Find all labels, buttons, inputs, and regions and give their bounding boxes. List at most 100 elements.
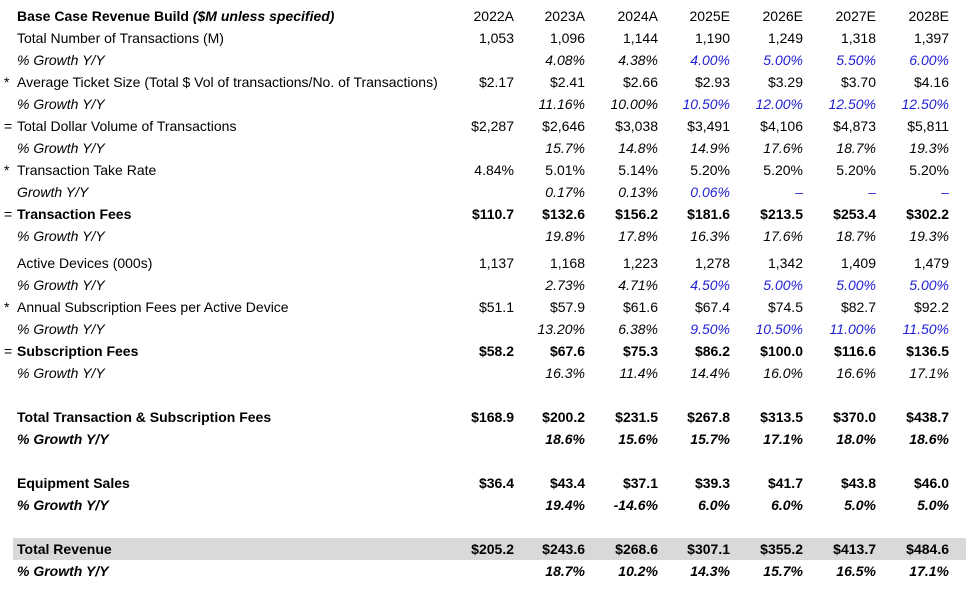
cell-2023A: $200.2 [542, 409, 585, 425]
cell-2022A: 1,137 [478, 255, 514, 271]
row-equipment-sales-growth: % Growth Y/Y 19.4% -14.6% 6.0% 6.0% 5.0% 5.0% [0, 494, 979, 516]
cell-2026E: $313.5 [760, 409, 803, 425]
cell-2027E: $253.4 [833, 206, 876, 222]
cell-2023A: 11.16% [538, 96, 585, 112]
cell-2024A: $268.6 [615, 541, 658, 557]
row-operator: = [4, 118, 13, 134]
cell-2028E: $484.6 [906, 541, 949, 557]
cell-2024A: $37.1 [622, 475, 658, 491]
cell-2023A: 18.7% [545, 563, 585, 579]
cell-2027E: 5.20% [836, 162, 876, 178]
row-sub-fee-per-device-growth: % Growth Y/Y 13.20% 6.38% 9.50% 10.50% 11.00%… [0, 318, 979, 340]
cell-2023A: 13.20% [537, 321, 585, 337]
cell-2026E: 5.00% [763, 52, 803, 68]
cell-2022A: $58.2 [478, 343, 514, 359]
cell-2024A: 4.71% [618, 277, 658, 293]
cell-2025E: $86.2 [694, 343, 730, 359]
row-total-txn-sub-fees-growth: % Growth Y/Y 18.6% 15.6% 15.7% 17.1% 18.0% 18.… [0, 428, 979, 450]
row-label: % Growth Y/Y [17, 431, 109, 447]
cell-2024A: $2.66 [622, 74, 658, 90]
cell-2028E: 17.1% [909, 563, 949, 579]
cell-2028E: $46.0 [913, 475, 949, 491]
cell-2023A: $2,646 [542, 118, 585, 134]
cell-2022A: $51.1 [478, 299, 514, 315]
cell-2026E: $74.5 [767, 299, 803, 315]
cell-2028E: $92.2 [913, 299, 949, 315]
cell-2025E: 4.50% [690, 277, 730, 293]
row-label: Transaction Take Rate [17, 162, 157, 178]
cell-2022A: $110.7 [471, 206, 514, 222]
cell-2024A: 10.00% [610, 96, 658, 112]
cell-2026E: – [795, 184, 803, 200]
row-label: Total Dollar Volume of Transactions [17, 118, 237, 134]
cell-2026E: 1,249 [767, 30, 803, 46]
cell-2026E: $3.29 [767, 74, 803, 90]
cell-2026E: 6.0% [771, 497, 803, 513]
row-take-rate: * Transaction Take Rate 4.84% 5.01% 5.14% 5.2… [0, 159, 979, 181]
cell-2023A: $43.4 [549, 475, 585, 491]
cell-2027E: 12.50% [828, 96, 876, 112]
row-subscription-fees: = Subscription Fees $58.2 $67.6 $75.3 $86.2 $1… [0, 340, 979, 362]
cell-2025E: 16.3% [690, 228, 730, 244]
cell-2025E: 14.3% [690, 563, 730, 579]
cell-2022A: $205.2 [471, 541, 514, 557]
cell-2024A: 1,144 [622, 30, 658, 46]
cell-2026E: 5.20% [763, 162, 803, 178]
year-header-2022A: 2022A [473, 8, 514, 24]
header-row: Base Case Revenue Build ($M unless speci… [0, 5, 979, 27]
cell-2026E: 12.00% [755, 96, 803, 112]
cell-2023A: $67.6 [549, 343, 585, 359]
row-transaction-fees: = Transaction Fees $110.7 $132.6 $156.2 $181.… [0, 203, 979, 225]
row-operator: * [4, 299, 10, 315]
row-label: % Growth Y/Y [17, 277, 105, 293]
cell-2024A: 14.8% [618, 140, 658, 156]
cell-2025E: $2.93 [694, 74, 730, 90]
row-label: Total Revenue [17, 541, 112, 557]
cell-2025E: 14.4% [690, 365, 730, 381]
cell-2028E: $438.7 [906, 409, 949, 425]
cell-2027E: $43.8 [840, 475, 876, 491]
row-label: Annual Subscription Fees per Active Devi… [17, 299, 289, 315]
cell-2027E: 1,318 [840, 30, 876, 46]
cell-2024A: 11.4% [619, 365, 658, 381]
cell-2024A: $75.3 [622, 343, 658, 359]
cell-2027E: 11.00% [829, 321, 876, 337]
cell-2023A: 16.3% [545, 365, 585, 381]
row-equipment-sales: Equipment Sales $36.4 $43.4 $37.1 $39.3 $41.7… [0, 472, 979, 494]
cell-2027E: – [868, 184, 876, 200]
cell-2025E: 9.50% [690, 321, 730, 337]
cell-2023A: 15.7% [545, 140, 585, 156]
cell-2028E: $136.5 [906, 343, 949, 359]
year-header-2028E: 2028E [908, 8, 949, 24]
cell-2025E: $39.3 [694, 475, 730, 491]
row-label: % Growth Y/Y [17, 321, 105, 337]
cell-2025E: 6.0% [698, 497, 730, 513]
cell-2026E: 15.7% [763, 563, 803, 579]
row-label: Transaction Fees [17, 206, 132, 222]
cell-2024A: 10.2% [618, 563, 658, 579]
cell-2023A: 19.8% [545, 228, 585, 244]
cell-2023A: 1,168 [549, 255, 585, 271]
row-label: Total Number of Transactions (M) [17, 30, 224, 46]
row-total-revenue: Total Revenue $205.2 $243.6 $268.6 $307.1 $35… [13, 538, 966, 560]
cell-2027E: 18.0% [836, 431, 876, 447]
cell-2025E: 5.20% [690, 162, 730, 178]
cell-2022A: $168.9 [471, 409, 514, 425]
cell-2024A: 5.14% [618, 162, 658, 178]
row-total-txn-sub-fees: Total Transaction & Subscription Fees $16… [0, 406, 979, 428]
row-label: % Growth Y/Y [17, 96, 105, 112]
cell-2025E: 1,278 [694, 255, 730, 271]
cell-2027E: $82.7 [840, 299, 876, 315]
cell-2027E: 1,409 [840, 255, 876, 271]
cell-2027E: 5.50% [836, 52, 876, 68]
year-header-2023A: 2023A [544, 8, 585, 24]
row-label: Total Transaction & Subscription Fees [17, 409, 272, 425]
cell-2026E: 17.1% [763, 431, 803, 447]
cell-2024A: 0.13% [618, 184, 658, 200]
cell-2027E: $413.7 [833, 541, 876, 557]
cell-2025E: 0.06% [690, 184, 730, 200]
cell-2028E: 5.00% [909, 277, 949, 293]
row-label: Equipment Sales [17, 475, 130, 491]
row-label: % Growth Y/Y [17, 497, 109, 513]
row-transaction-fees-growth: % Growth Y/Y 19.8% 17.8% 16.3% 17.6% 18.7% 19.… [0, 225, 979, 247]
